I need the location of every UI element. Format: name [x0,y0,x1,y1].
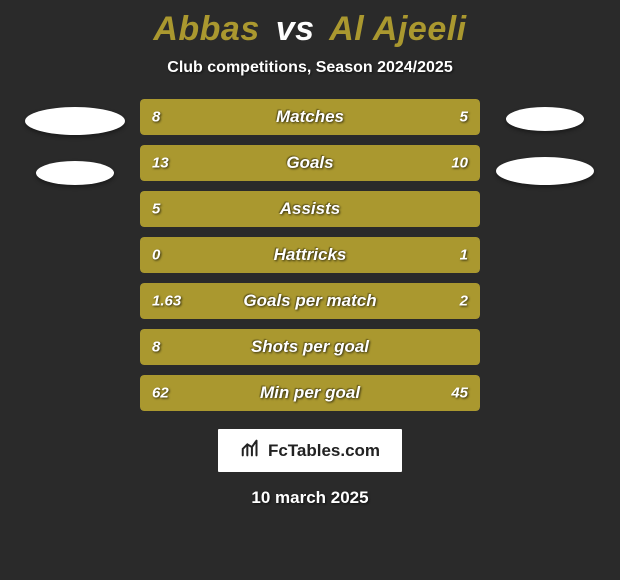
stat-row: 62Min per goal45 [140,375,480,411]
comparison-infographic: Abbas vs Al Ajeeli Club competitions, Se… [0,0,620,580]
side-right [490,99,600,185]
stat-value-right: 45 [451,385,468,402]
placeholder-ellipse [25,107,125,135]
side-left [20,99,130,185]
stat-label: Assists [140,199,480,219]
stat-label: Min per goal [140,383,480,403]
stat-label: Goals per match [140,291,480,311]
stat-row: 1.63Goals per match2 [140,283,480,319]
subtitle: Club competitions, Season 2024/2025 [167,59,452,77]
stat-label: Matches [140,107,480,127]
stat-value-right: 10 [451,155,468,172]
date-text: 10 march 2025 [251,488,368,508]
stat-label: Hattricks [140,245,480,265]
stat-row: 5Assists [140,191,480,227]
body-row: 8Matches513Goals105Assists0Hattricks11.6… [0,99,620,411]
stat-label: Goals [140,153,480,173]
placeholder-ellipse [36,161,114,185]
stat-label: Shots per goal [140,337,480,357]
stat-row: 8Shots per goal [140,329,480,365]
title-vs: vs [276,10,315,48]
player2-name: Al Ajeeli [329,10,466,48]
stat-value-right: 5 [460,109,468,126]
stat-row: 13Goals10 [140,145,480,181]
footer: FcTables.com 10 march 2025 [218,429,402,508]
brand-badge: FcTables.com [218,429,402,472]
placeholder-ellipse [496,157,594,185]
stats-column: 8Matches513Goals105Assists0Hattricks11.6… [140,99,480,411]
chart-icon [240,437,262,464]
stat-value-right: 2 [460,293,468,310]
placeholder-ellipse [506,107,584,131]
player1-name: Abbas [153,10,259,48]
title: Abbas vs Al Ajeeli [153,10,466,49]
stat-value-right: 1 [460,247,468,264]
stat-row: 8Matches5 [140,99,480,135]
stat-row: 0Hattricks1 [140,237,480,273]
brand-text: FcTables.com [268,441,380,461]
